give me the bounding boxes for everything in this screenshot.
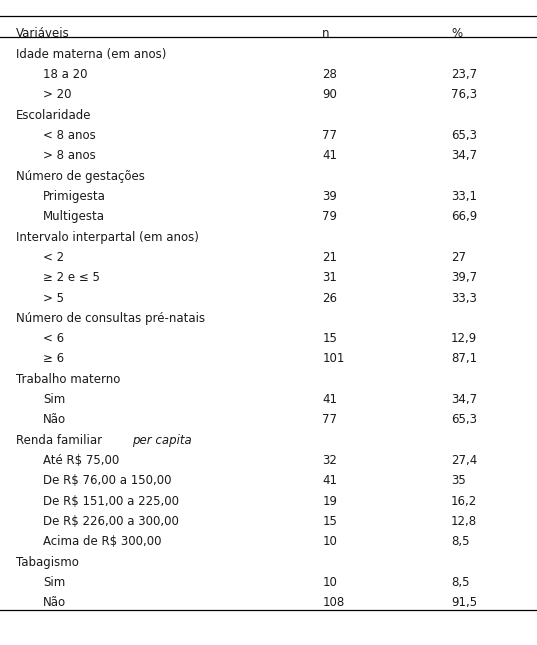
Text: 10: 10 bbox=[322, 535, 337, 548]
Text: Sim: Sim bbox=[43, 576, 65, 589]
Text: 39,7: 39,7 bbox=[451, 271, 477, 284]
Text: n: n bbox=[322, 27, 330, 40]
Text: 90: 90 bbox=[322, 88, 337, 101]
Text: Trabalho materno: Trabalho materno bbox=[16, 373, 120, 386]
Text: Número de consultas pré-natais: Número de consultas pré-natais bbox=[16, 312, 205, 325]
Text: 23,7: 23,7 bbox=[451, 68, 477, 81]
Text: 34,7: 34,7 bbox=[451, 393, 477, 406]
Text: %: % bbox=[451, 27, 462, 40]
Text: per capita: per capita bbox=[132, 433, 192, 447]
Text: Até R$ 75,00: Até R$ 75,00 bbox=[43, 454, 119, 467]
Text: 35: 35 bbox=[451, 474, 466, 488]
Text: 77: 77 bbox=[322, 129, 337, 142]
Text: 41: 41 bbox=[322, 474, 337, 488]
Text: Sim: Sim bbox=[43, 393, 65, 406]
Text: Número de gestações: Número de gestações bbox=[16, 170, 145, 183]
Text: 101: 101 bbox=[322, 352, 345, 366]
Text: 19: 19 bbox=[322, 495, 337, 508]
Text: 18 a 20: 18 a 20 bbox=[43, 68, 88, 81]
Text: 41: 41 bbox=[322, 393, 337, 406]
Text: < 2: < 2 bbox=[43, 251, 64, 264]
Text: ≥ 6: ≥ 6 bbox=[43, 352, 64, 366]
Text: 79: 79 bbox=[322, 210, 337, 223]
Text: De R$ 226,00 a 300,00: De R$ 226,00 a 300,00 bbox=[43, 515, 179, 528]
Text: 26: 26 bbox=[322, 292, 337, 304]
Text: 15: 15 bbox=[322, 515, 337, 528]
Text: Multigesta: Multigesta bbox=[43, 210, 105, 223]
Text: Não: Não bbox=[43, 596, 66, 610]
Text: > 8 anos: > 8 anos bbox=[43, 149, 96, 163]
Text: 21: 21 bbox=[322, 251, 337, 264]
Text: 76,3: 76,3 bbox=[451, 88, 477, 101]
Text: 65,3: 65,3 bbox=[451, 129, 477, 142]
Text: 41: 41 bbox=[322, 149, 337, 163]
Text: 27: 27 bbox=[451, 251, 466, 264]
Text: 31: 31 bbox=[322, 271, 337, 284]
Text: Primigesta: Primigesta bbox=[43, 190, 106, 203]
Text: Idade materna (em anos): Idade materna (em anos) bbox=[16, 48, 166, 61]
Text: 39: 39 bbox=[322, 190, 337, 203]
Text: 77: 77 bbox=[322, 413, 337, 426]
Text: ≥ 2 e ≤ 5: ≥ 2 e ≤ 5 bbox=[43, 271, 100, 284]
Text: De R$ 76,00 a 150,00: De R$ 76,00 a 150,00 bbox=[43, 474, 171, 488]
Text: Tabagismo: Tabagismo bbox=[16, 555, 79, 569]
Text: 33,3: 33,3 bbox=[451, 292, 477, 304]
Text: 34,7: 34,7 bbox=[451, 149, 477, 163]
Text: < 6: < 6 bbox=[43, 332, 64, 345]
Text: 33,1: 33,1 bbox=[451, 190, 477, 203]
Text: < 8 anos: < 8 anos bbox=[43, 129, 96, 142]
Text: 32: 32 bbox=[322, 454, 337, 467]
Text: Não: Não bbox=[43, 413, 66, 426]
Text: 12,8: 12,8 bbox=[451, 515, 477, 528]
Text: Renda familiar: Renda familiar bbox=[16, 433, 106, 447]
Text: 28: 28 bbox=[322, 68, 337, 81]
Text: Acima de R$ 300,00: Acima de R$ 300,00 bbox=[43, 535, 162, 548]
Text: Intervalo interpartal (em anos): Intervalo interpartal (em anos) bbox=[16, 230, 199, 244]
Text: 10: 10 bbox=[322, 576, 337, 589]
Text: > 5: > 5 bbox=[43, 292, 64, 304]
Text: 87,1: 87,1 bbox=[451, 352, 477, 366]
Text: 66,9: 66,9 bbox=[451, 210, 477, 223]
Text: 65,3: 65,3 bbox=[451, 413, 477, 426]
Text: Variáveis: Variáveis bbox=[16, 27, 70, 40]
Text: 8,5: 8,5 bbox=[451, 535, 469, 548]
Text: > 20: > 20 bbox=[43, 88, 71, 101]
Text: 108: 108 bbox=[322, 596, 344, 610]
Text: 91,5: 91,5 bbox=[451, 596, 477, 610]
Text: 12,9: 12,9 bbox=[451, 332, 477, 345]
Text: De R$ 151,00 a 225,00: De R$ 151,00 a 225,00 bbox=[43, 495, 179, 508]
Text: 16,2: 16,2 bbox=[451, 495, 477, 508]
Text: 8,5: 8,5 bbox=[451, 576, 469, 589]
Text: Escolaridade: Escolaridade bbox=[16, 108, 92, 122]
Text: 27,4: 27,4 bbox=[451, 454, 477, 467]
Text: 15: 15 bbox=[322, 332, 337, 345]
